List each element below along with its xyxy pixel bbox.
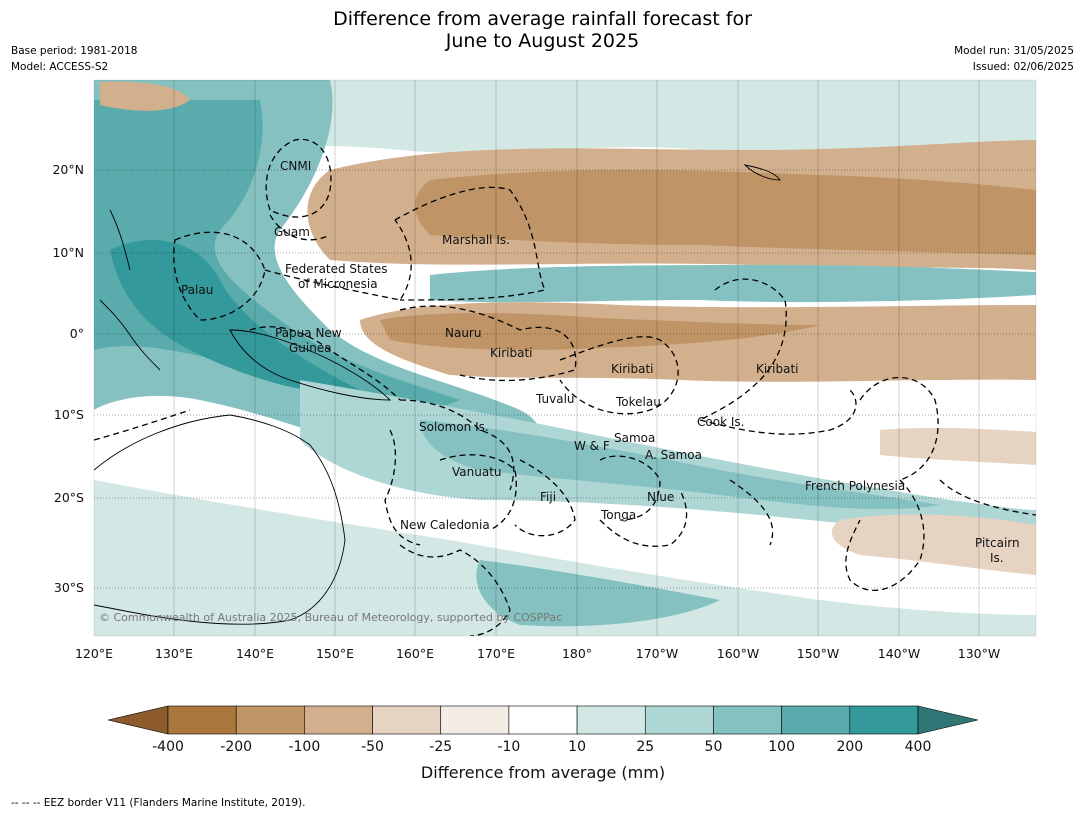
model-name: Model: ACCESS-S2 bbox=[11, 61, 109, 73]
lat-tick-label: 20°S bbox=[54, 490, 84, 505]
region-label: Kiribati bbox=[490, 346, 532, 360]
region-label: Fiji bbox=[540, 490, 556, 504]
region-label: W & F bbox=[574, 439, 610, 453]
lon-tick-label: 170°E bbox=[477, 646, 515, 661]
colorbar-tick-label: -200 bbox=[220, 739, 252, 755]
colorbar-swatch bbox=[440, 705, 510, 735]
region-label: Guam bbox=[274, 225, 310, 239]
colorbar-title: Difference from average (mm) bbox=[421, 763, 665, 782]
colorbar-tick-label: 50 bbox=[705, 739, 723, 755]
title-line-1: Difference from average rainfall forecas… bbox=[333, 8, 752, 30]
region-label: CNMI bbox=[280, 159, 311, 173]
colorbar-tick-label: -100 bbox=[288, 739, 320, 755]
region-label: Pitcairn bbox=[975, 536, 1020, 550]
colorbar-tick-label: 200 bbox=[836, 739, 863, 755]
colorbar-tick-label: 400 bbox=[905, 739, 932, 755]
colorbar-swatch bbox=[235, 705, 305, 735]
colorbar-tick-label: -50 bbox=[361, 739, 384, 755]
colorbar-swatch bbox=[576, 705, 646, 735]
rainfall-map: © Commonwealth of Australia 2025, Bureau… bbox=[52, 79, 1037, 782]
colorbar-swatch bbox=[849, 705, 919, 735]
lat-tick-label: 20°N bbox=[52, 162, 84, 177]
copyright-notice: © Commonwealth of Australia 2025, Bureau… bbox=[99, 611, 562, 624]
colorbar-swatch bbox=[644, 705, 714, 735]
colorbar-swatch bbox=[713, 705, 782, 735]
lat-tick-label: 0° bbox=[70, 326, 84, 341]
model-run: Model run: 31/05/2025 bbox=[954, 45, 1074, 57]
eez-borders bbox=[94, 138, 1036, 636]
colorbar-tick-label: 25 bbox=[636, 739, 654, 755]
base-period: Base period: 1981-2018 bbox=[11, 45, 138, 57]
colorbar-tick-label: 10 bbox=[568, 739, 586, 755]
region-label: Tuvalu bbox=[535, 392, 575, 406]
eez-footnote: -- -- -- EEZ border V11 (Flanders Marine… bbox=[11, 797, 306, 809]
issued-date: Issued: 02/06/2025 bbox=[972, 61, 1074, 73]
region-labels: CNMI Guam Marshall Is. Federated States … bbox=[181, 159, 1020, 565]
colorbar-swatch bbox=[781, 705, 851, 735]
colorbar-extend-low bbox=[107, 705, 169, 735]
region-label: Papua New bbox=[275, 326, 342, 340]
map-field bbox=[94, 80, 1036, 636]
region-label: of Micronesia bbox=[298, 277, 378, 291]
colorbar-tick-label: 100 bbox=[768, 739, 795, 755]
region-label: Cook Is. bbox=[697, 415, 744, 429]
colorbar-swatch bbox=[508, 705, 578, 735]
region-label: Samoa bbox=[614, 431, 655, 445]
region-label: Niue bbox=[647, 490, 674, 504]
lon-axis: 120°E 130°E 140°E 150°E 160°E 170°E 180°… bbox=[75, 646, 1000, 661]
lat-tick-label: 30°S bbox=[54, 580, 84, 595]
lon-tick-label: 140°W bbox=[878, 646, 920, 661]
map-title: Difference from average rainfall forecas… bbox=[0, 8, 1085, 52]
lat-tick-label: 10°N bbox=[52, 245, 84, 260]
lat-tick-label: 10°S bbox=[54, 407, 84, 422]
region-label: A. Samoa bbox=[645, 448, 702, 462]
lon-tick-label: 150°W bbox=[797, 646, 839, 661]
region-label: Marshall Is. bbox=[442, 233, 510, 247]
lon-tick-label: 130°W bbox=[958, 646, 1000, 661]
region-label: Solomon Is. bbox=[419, 420, 489, 434]
region-label: New Caledonia bbox=[400, 518, 490, 532]
lon-tick-label: 170°W bbox=[636, 646, 678, 661]
lon-tick-label: 150°E bbox=[316, 646, 354, 661]
title-line-2: June to August 2025 bbox=[445, 30, 640, 52]
colorbar-tick-label: -10 bbox=[497, 739, 520, 755]
colorbar-swatch bbox=[167, 705, 237, 735]
colorbar-tick-label: -400 bbox=[152, 739, 184, 755]
lon-tick-label: 120°E bbox=[75, 646, 113, 661]
region-label: Nauru bbox=[445, 326, 481, 340]
region-label: Tokelau bbox=[615, 395, 661, 409]
region-label: Palau bbox=[181, 283, 213, 297]
lon-tick-label: 160°W bbox=[717, 646, 759, 661]
region-label: Kiribati bbox=[611, 362, 653, 376]
region-label: Kiribati bbox=[756, 362, 798, 376]
colorbar-swatch bbox=[304, 705, 373, 735]
region-label: French Polynesia bbox=[805, 479, 905, 493]
colorbar-tick-label: -25 bbox=[429, 739, 452, 755]
colorbar: -400 -200 -100 -50 -25 -10 10 25 50 100 200 400 bbox=[107, 705, 979, 755]
lon-tick-label: 180° bbox=[562, 646, 592, 661]
region-label: Is. bbox=[990, 551, 1004, 565]
colorbar-swatch bbox=[372, 705, 442, 735]
region-label: Guinea bbox=[289, 341, 332, 355]
region-label: Tonga bbox=[600, 508, 636, 522]
left-meta: Base period: 1981-2018 Model: ACCESS-S2 bbox=[11, 43, 137, 75]
lon-tick-label: 130°E bbox=[155, 646, 193, 661]
colorbar-extend-high bbox=[917, 705, 979, 735]
lat-axis: 20°N 10°N 0° 10°S 20°S 30°S bbox=[52, 162, 84, 595]
lon-tick-label: 160°E bbox=[396, 646, 434, 661]
region-label: Federated States bbox=[285, 262, 387, 276]
right-meta: Model run: 31/05/2025 Issued: 02/06/2025 bbox=[954, 43, 1074, 75]
lon-tick-label: 140°E bbox=[236, 646, 274, 661]
region-label: Vanuatu bbox=[452, 465, 502, 479]
